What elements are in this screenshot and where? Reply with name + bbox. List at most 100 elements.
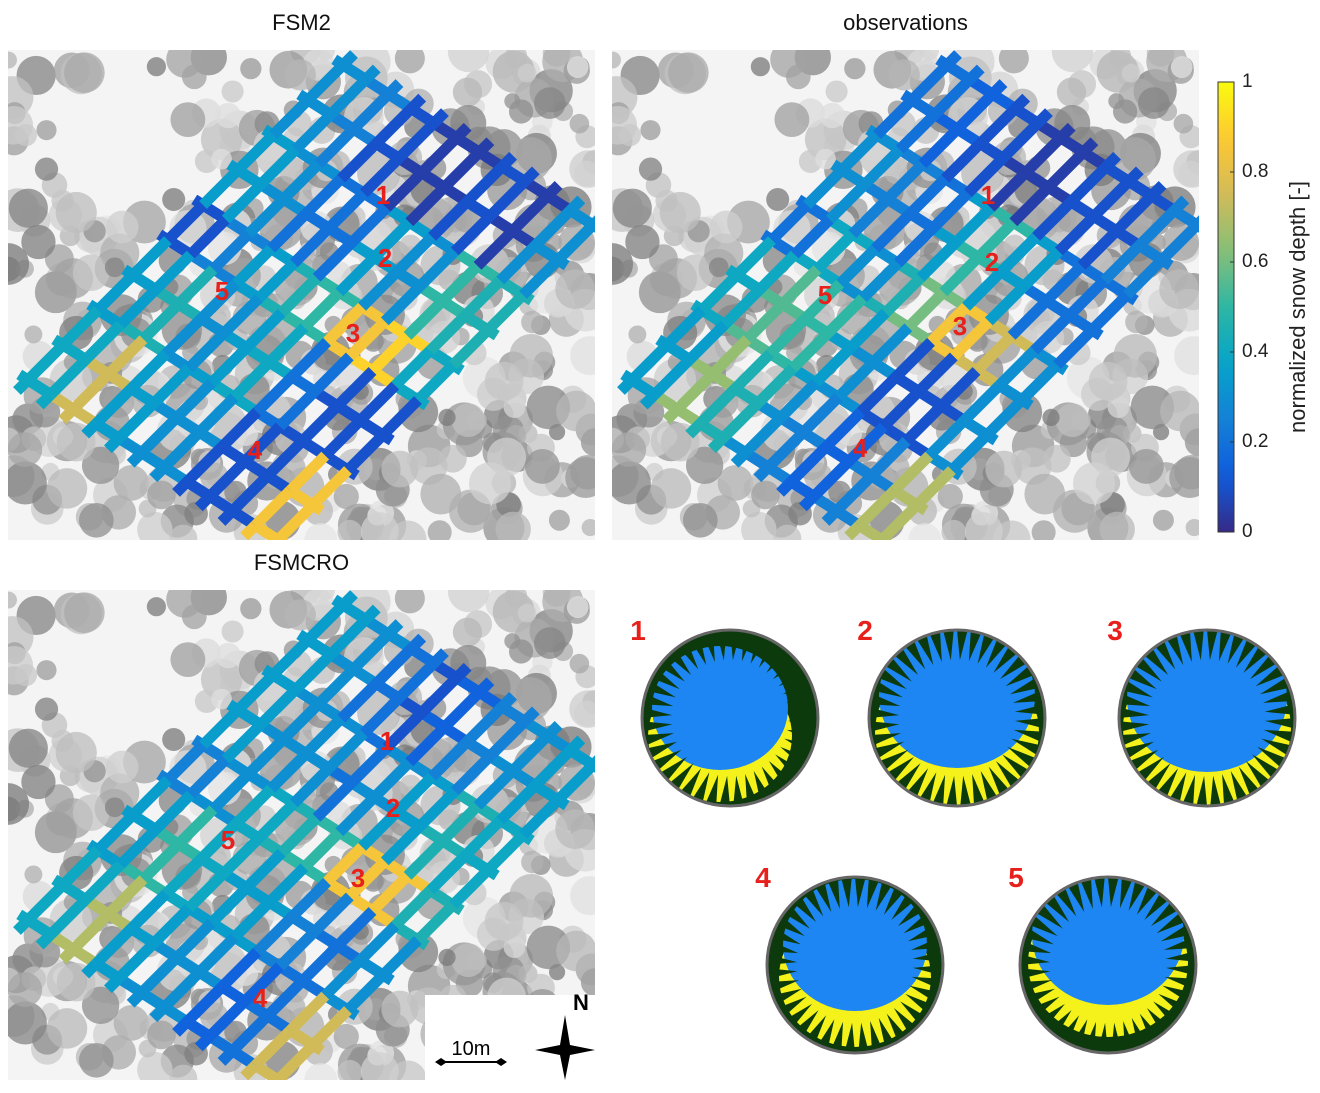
transect-segment [388,83,399,94]
transect-segment [479,681,490,692]
colorbar-tick-label: 0.8 [1242,161,1268,182]
tree-crown [1071,411,1091,431]
tree-crown [216,643,241,668]
tree-crown [114,465,150,501]
panel-title: FSMCRO [254,550,349,575]
tree-crown [64,52,105,93]
tree-crown [467,951,487,971]
tree-crown [8,432,43,467]
tree-crown [21,225,55,259]
transect-segment [343,54,354,65]
north-label: N [573,990,589,1015]
tree-crown [0,592,17,609]
transect-segment [62,949,73,960]
tree-crown [505,585,527,607]
transect-segment [1174,199,1185,210]
site-label: 2 [378,243,392,273]
tree-crown [741,512,777,548]
tree-crown [79,1043,114,1078]
tree-crown [574,161,600,187]
transect-segment [525,170,536,181]
transect-segment [176,482,187,493]
tree-crown [1042,409,1059,426]
tree-crown [556,391,597,432]
tree-crown [222,620,244,642]
site-label: 3 [351,863,365,893]
tree-crown [453,618,482,647]
map-panel: 1234510mN [0,571,609,1088]
tree-crown [613,189,652,228]
tree-crown [567,596,589,618]
colorbar-tick-label: 0 [1242,521,1253,542]
tree-crown [1178,161,1204,187]
transect-segment [882,540,891,546]
transect-segment [411,638,422,649]
tree-crown [216,103,241,128]
tree-crown [240,598,261,619]
tree-crown [1129,449,1164,484]
tree-crown [47,468,87,508]
tree-crown [1109,45,1131,67]
tree-crown [316,581,335,600]
tree-crown [786,64,811,89]
scale-bar-label: 10m [452,1038,491,1060]
tree-crown [56,192,97,233]
transect-segment [108,978,119,989]
tree-crown [1125,311,1147,333]
tree-crown [751,481,780,510]
photo-label: 4 [755,862,771,893]
tree-crown [448,571,489,612]
site-label: 3 [953,311,967,341]
tree-crown [24,325,42,343]
tree-crown [496,512,531,547]
tree-crown [844,58,865,79]
site-label: 3 [346,318,360,348]
tree-crown [24,865,42,883]
transect-segment [457,667,468,678]
tree-crown [504,633,520,649]
tree-crown [438,949,455,966]
tree-crown [147,57,166,76]
photo-label: 2 [857,615,873,646]
transect-segment [131,993,142,1004]
tree-crown [1138,87,1170,119]
tree-crown [570,336,609,375]
tree-crown [908,523,941,556]
transect-segment [40,395,51,406]
map-panel: 12345 [591,31,1213,558]
transect-segment [548,725,559,736]
tree-crown [920,41,939,60]
transect-segment [780,482,791,493]
tree-crown [316,41,335,60]
transect-segment [131,453,142,464]
tree-crown [555,809,595,849]
tree-crown [683,503,718,538]
tree-crown [36,660,56,680]
tree-crown [505,45,527,67]
sky [652,646,788,770]
colorbar-tick-label: 1 [1242,71,1253,92]
map-panel: 12345 [0,31,609,558]
transect-segment [85,424,96,435]
transect-segment [244,525,255,536]
transect-segment [570,199,581,210]
transect-segment [222,511,233,522]
tree-crown [162,188,185,211]
colorbar [1218,82,1234,532]
site-label: 5 [818,280,832,310]
transect-segment [457,127,468,138]
tree-crown [438,409,455,426]
colorbar-label: normalized snow depth [-] [1285,181,1310,433]
tree-crown [521,311,543,333]
tree-crown [147,481,176,510]
tree-crown [147,1021,176,1050]
tree-crown [525,449,560,484]
tree-crown [8,972,43,1007]
tree-crown [518,604,537,623]
tree-crown [1108,93,1124,109]
transect-segment [62,409,73,420]
transect-segment [593,754,604,765]
tree-crown [381,991,418,1028]
site-label: 4 [248,435,263,465]
tree-crown [1174,336,1213,375]
